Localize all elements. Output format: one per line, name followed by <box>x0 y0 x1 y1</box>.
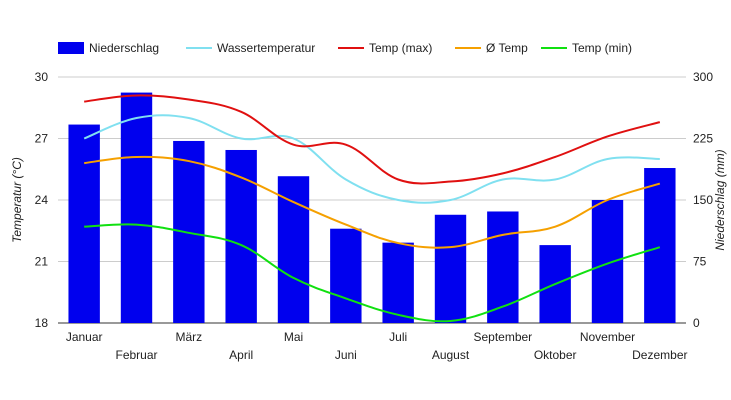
bar-niederschlag <box>330 228 362 323</box>
legend-swatch-niederschlag <box>58 42 84 54</box>
line-temp <box>84 155 661 249</box>
x-tick-label: Mai <box>284 330 303 344</box>
legend-label: Niederschlag <box>89 41 159 55</box>
x-tick-label: November <box>580 330 635 344</box>
bar-niederschlag <box>434 214 467 323</box>
right-tick-label: 225 <box>693 132 713 146</box>
left-tick-label: 30 <box>35 70 49 84</box>
y-axis-title-left: Temperatur (°C) <box>10 157 24 243</box>
legend: Niederschlag Wassertemperatur Temp (max) Ø … <box>58 41 632 55</box>
bars <box>68 92 676 323</box>
x-tick-label: März <box>175 330 202 344</box>
x-tick-label: Juli <box>389 330 407 344</box>
bar-niederschlag <box>382 242 414 323</box>
legend-label: Temp (max) <box>369 41 432 55</box>
right-tick-label: 75 <box>693 255 707 269</box>
bar-niederschlag <box>225 149 257 323</box>
line-wassertemperatur <box>83 114 660 204</box>
legend-label: Wassertemperatur <box>217 41 315 55</box>
left-tick-label: 24 <box>35 193 49 207</box>
left-tick-label: 27 <box>35 132 49 146</box>
bar-niederschlag <box>277 176 310 323</box>
y-axis-title-right: Niederschlag (mm) <box>713 149 727 250</box>
bar-niederschlag <box>68 124 100 323</box>
right-tick-label: 300 <box>693 70 713 84</box>
x-tick-label: Juni <box>335 348 357 362</box>
bar-niederschlag <box>644 168 676 323</box>
x-tick-label: August <box>432 348 470 362</box>
x-tick-label: Oktober <box>534 348 577 362</box>
right-tick-label: 0 <box>693 316 700 330</box>
line-temp-min <box>84 223 661 323</box>
left-tick-label: 18 <box>35 316 49 330</box>
line-temp-max <box>84 94 661 185</box>
x-tick-label: April <box>229 348 253 362</box>
x-tick-label: September <box>473 330 532 344</box>
bar-niederschlag <box>487 211 519 323</box>
left-tick-label: 21 <box>35 255 49 269</box>
series-lines <box>83 94 661 323</box>
gridlines <box>58 76 686 324</box>
bar-niederschlag <box>120 92 153 323</box>
x-axis-ticks: Januar Februar März April Mai Juni Juli AugustS… <box>66 330 688 362</box>
legend-label: Temp (min) <box>572 41 632 55</box>
legend-label: Ø Temp <box>486 41 528 55</box>
right-tick-label: 150 <box>693 193 713 207</box>
right-axis-ticks: 0 75 150 225 300 <box>693 70 713 330</box>
x-tick-label: Februar <box>115 348 157 362</box>
x-tick-label: Dezember <box>632 348 687 362</box>
left-axis-ticks: 18 21 24 27 30 <box>35 70 49 330</box>
x-tick-label: Januar <box>66 330 103 344</box>
bar-niederschlag <box>591 200 624 323</box>
